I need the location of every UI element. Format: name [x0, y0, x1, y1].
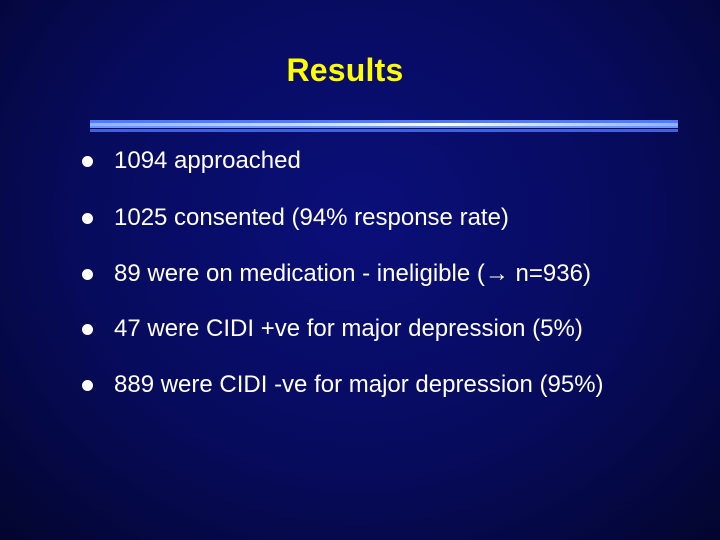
divider-band — [90, 126, 678, 128]
bullet-dot-icon — [82, 379, 93, 391]
bullet-dot-icon — [82, 268, 93, 280]
title-divider — [90, 120, 678, 132]
bullet-text: 1025 consented (94% response rate) — [114, 204, 509, 231]
bullet-item: 1025 consented (94% response rate) — [80, 200, 710, 236]
bullet-text: 47 were CIDI +ve for major depression (5… — [114, 315, 583, 342]
bullet-text: 889 were CIDI -ve for major depression (… — [114, 371, 604, 398]
divider-band — [90, 123, 678, 126]
bullet-text: 1094 approached — [114, 147, 301, 174]
bullet-dot-icon — [82, 323, 93, 335]
divider-band — [90, 129, 678, 132]
bullet-text: 89 were on medication - ineligible (→ n=… — [114, 260, 591, 287]
bullet-item: 47 were CIDI +ve for major depression (5… — [80, 311, 710, 347]
slide-title: Results — [286, 52, 404, 88]
bullet-dot-icon — [82, 155, 93, 167]
bullet-item: 889 were CIDI -ve for major depression (… — [80, 367, 710, 403]
bullet-dot-icon — [82, 212, 93, 224]
bullet-item: 1094 approached — [80, 143, 710, 179]
divider-band — [90, 120, 678, 123]
bullet-item: 89 were on medication - ineligible (→ n=… — [80, 256, 710, 292]
